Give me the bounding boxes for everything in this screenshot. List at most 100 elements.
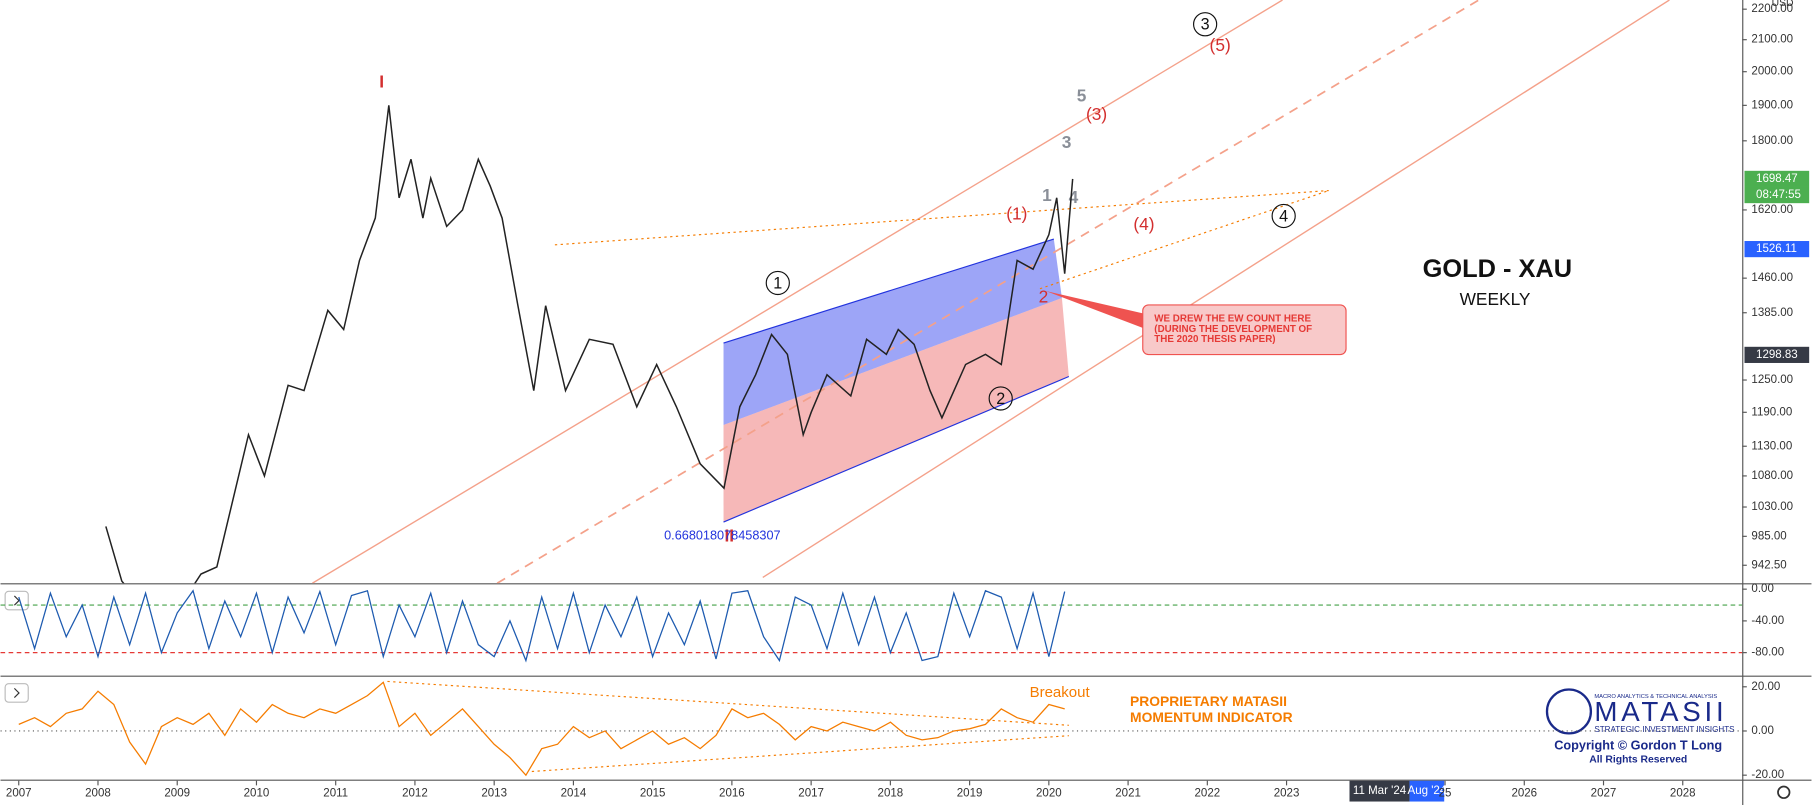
y-tick-label: 1250.00	[1751, 374, 1793, 386]
collapse-icon	[13, 687, 20, 698]
collapse-button[interactable]	[4, 590, 29, 611]
price-marker	[1744, 346, 1810, 363]
crosshair-label: 11 Mar '24	[1353, 785, 1407, 797]
y-tick-label: -80.00	[1751, 647, 1784, 659]
series-line	[105, 105, 1074, 584]
y-tick-label: 1080.00	[1751, 470, 1793, 482]
y-tick-label: -20.00	[1751, 769, 1784, 781]
y-tick-label: 1800.00	[1751, 135, 1793, 147]
wave-label: 2	[1039, 287, 1049, 307]
panel	[105, 105, 1074, 584]
panel	[0, 681, 1743, 777]
x-tick-label: 2019	[957, 787, 983, 799]
price-marker-label: 1526.11	[1756, 243, 1797, 255]
y-tick-label: -40.00	[1751, 615, 1784, 627]
wave-label: (3)	[1086, 104, 1107, 124]
x-tick-label: 2012	[402, 787, 428, 799]
annotation: PROPRIETARY MATASII	[1130, 693, 1287, 709]
callout-text: WE DREW THE EW COUNT HERE	[1154, 313, 1311, 324]
channel-line	[723, 238, 1055, 344]
wave-label: 4	[1279, 207, 1288, 225]
x-tick-label: 2008	[85, 787, 111, 799]
annotation: Breakout	[1030, 684, 1091, 701]
drawings	[311, 0, 1670, 584]
wave-label: (1)	[1006, 203, 1027, 223]
wave-label: 1	[773, 274, 782, 292]
drawings	[387, 680, 1069, 773]
series-line	[18, 681, 1065, 777]
y-tick-label: 1900.00	[1751, 99, 1793, 111]
collapse-icon	[13, 595, 20, 606]
y-tick-label: 1460.00	[1751, 272, 1793, 284]
y-tick-label: 985.00	[1751, 530, 1786, 542]
price-marker	[1744, 241, 1810, 258]
callout-text: THE 2020 THESIS PAPER)	[1154, 334, 1275, 345]
logo-tagline: MACRO ANALYTICS & TECHNICAL ANALYSIS	[1594, 694, 1717, 700]
fib-label: 0.668018078458307	[664, 528, 780, 542]
countdown-bg	[1744, 186, 1810, 204]
callout-box	[1142, 304, 1347, 356]
price-marker-label: 1298.83	[1756, 349, 1798, 361]
trend-line	[387, 680, 1069, 726]
wave-circle	[988, 386, 1013, 411]
channel-line	[723, 375, 1070, 523]
crosshair-label: Aug '24	[1408, 785, 1447, 797]
y-tick-label: 2000.00	[1751, 66, 1793, 78]
channel-blue	[723, 239, 1062, 426]
y-tick-label: 0.00	[1751, 583, 1773, 595]
wave-label: 1	[1042, 185, 1052, 205]
wave-label: (5)	[1210, 35, 1231, 55]
callout-text: (DURING THE DEVELOPMENT OF	[1154, 324, 1312, 335]
x-tick-label: 2017	[798, 787, 824, 799]
x-tick-label: 2028	[1670, 787, 1696, 799]
x-tick-label: 2013	[481, 787, 507, 799]
x-tick-label: 25	[1439, 787, 1452, 799]
wave-label: 2	[996, 390, 1005, 408]
copyright: Copyright © Gordon T Long	[1554, 738, 1722, 752]
x-tick-label: 2027	[1591, 787, 1617, 799]
crosshair-label-bg	[1349, 780, 1410, 802]
chart-subtitle: WEEKLY	[1460, 289, 1531, 309]
trend-line	[554, 189, 1329, 246]
x-tick-label: 2020	[1036, 787, 1062, 799]
wave-label: I	[379, 72, 384, 92]
wave-label: 5	[1077, 86, 1087, 106]
settings-button[interactable]	[1777, 785, 1791, 799]
y-tick-label: 942.50	[1751, 559, 1786, 571]
x-tick-label: 2022	[1194, 787, 1220, 799]
trend-line	[762, 0, 1670, 579]
copyright: All Rights Reserved	[1589, 755, 1687, 766]
x-tick-label: 2018	[878, 787, 904, 799]
unit-label: USD	[1772, 0, 1794, 9]
wave-label: II	[724, 526, 734, 546]
y-tick-label: 1130.00	[1751, 440, 1792, 452]
wave-circle	[1193, 12, 1218, 37]
logo-tagline: STRATEGIC INVESTMENT INSIGHTS	[1594, 725, 1735, 734]
y-tick-label: 20.00	[1751, 681, 1780, 693]
price-marker-label: 1698.47	[1756, 173, 1798, 185]
y-tick-label: 1385.00	[1751, 307, 1793, 319]
series-line	[18, 589, 1066, 663]
trend-line	[311, 0, 1283, 584]
trend-line	[1039, 190, 1329, 290]
wave-label: 4	[1069, 187, 1079, 207]
callout-pointer	[1045, 291, 1147, 330]
channel-red	[723, 297, 1069, 523]
x-tick-label: 2021	[1115, 787, 1141, 799]
x-tick-label: 2010	[244, 787, 270, 799]
x-tick-label: 2007	[6, 787, 32, 799]
x-tick-label: 2009	[164, 787, 190, 799]
collapse-button[interactable]	[4, 683, 29, 703]
y-tick-label: 2100.00	[1751, 34, 1793, 46]
y-tick-label: 1190.00	[1751, 406, 1792, 418]
price-marker	[1744, 170, 1810, 187]
x-tick-label: 2026	[1511, 787, 1537, 799]
y-tick-label: 1030.00	[1751, 501, 1793, 513]
chart-title: GOLD - XAU	[1423, 255, 1573, 283]
y-tick-label: 2200.00	[1751, 3, 1793, 15]
wave-label: (4)	[1133, 214, 1154, 234]
trend-line	[531, 735, 1069, 773]
countdown: 08:47:55	[1756, 189, 1801, 201]
x-tick-label: 2011	[323, 787, 348, 799]
